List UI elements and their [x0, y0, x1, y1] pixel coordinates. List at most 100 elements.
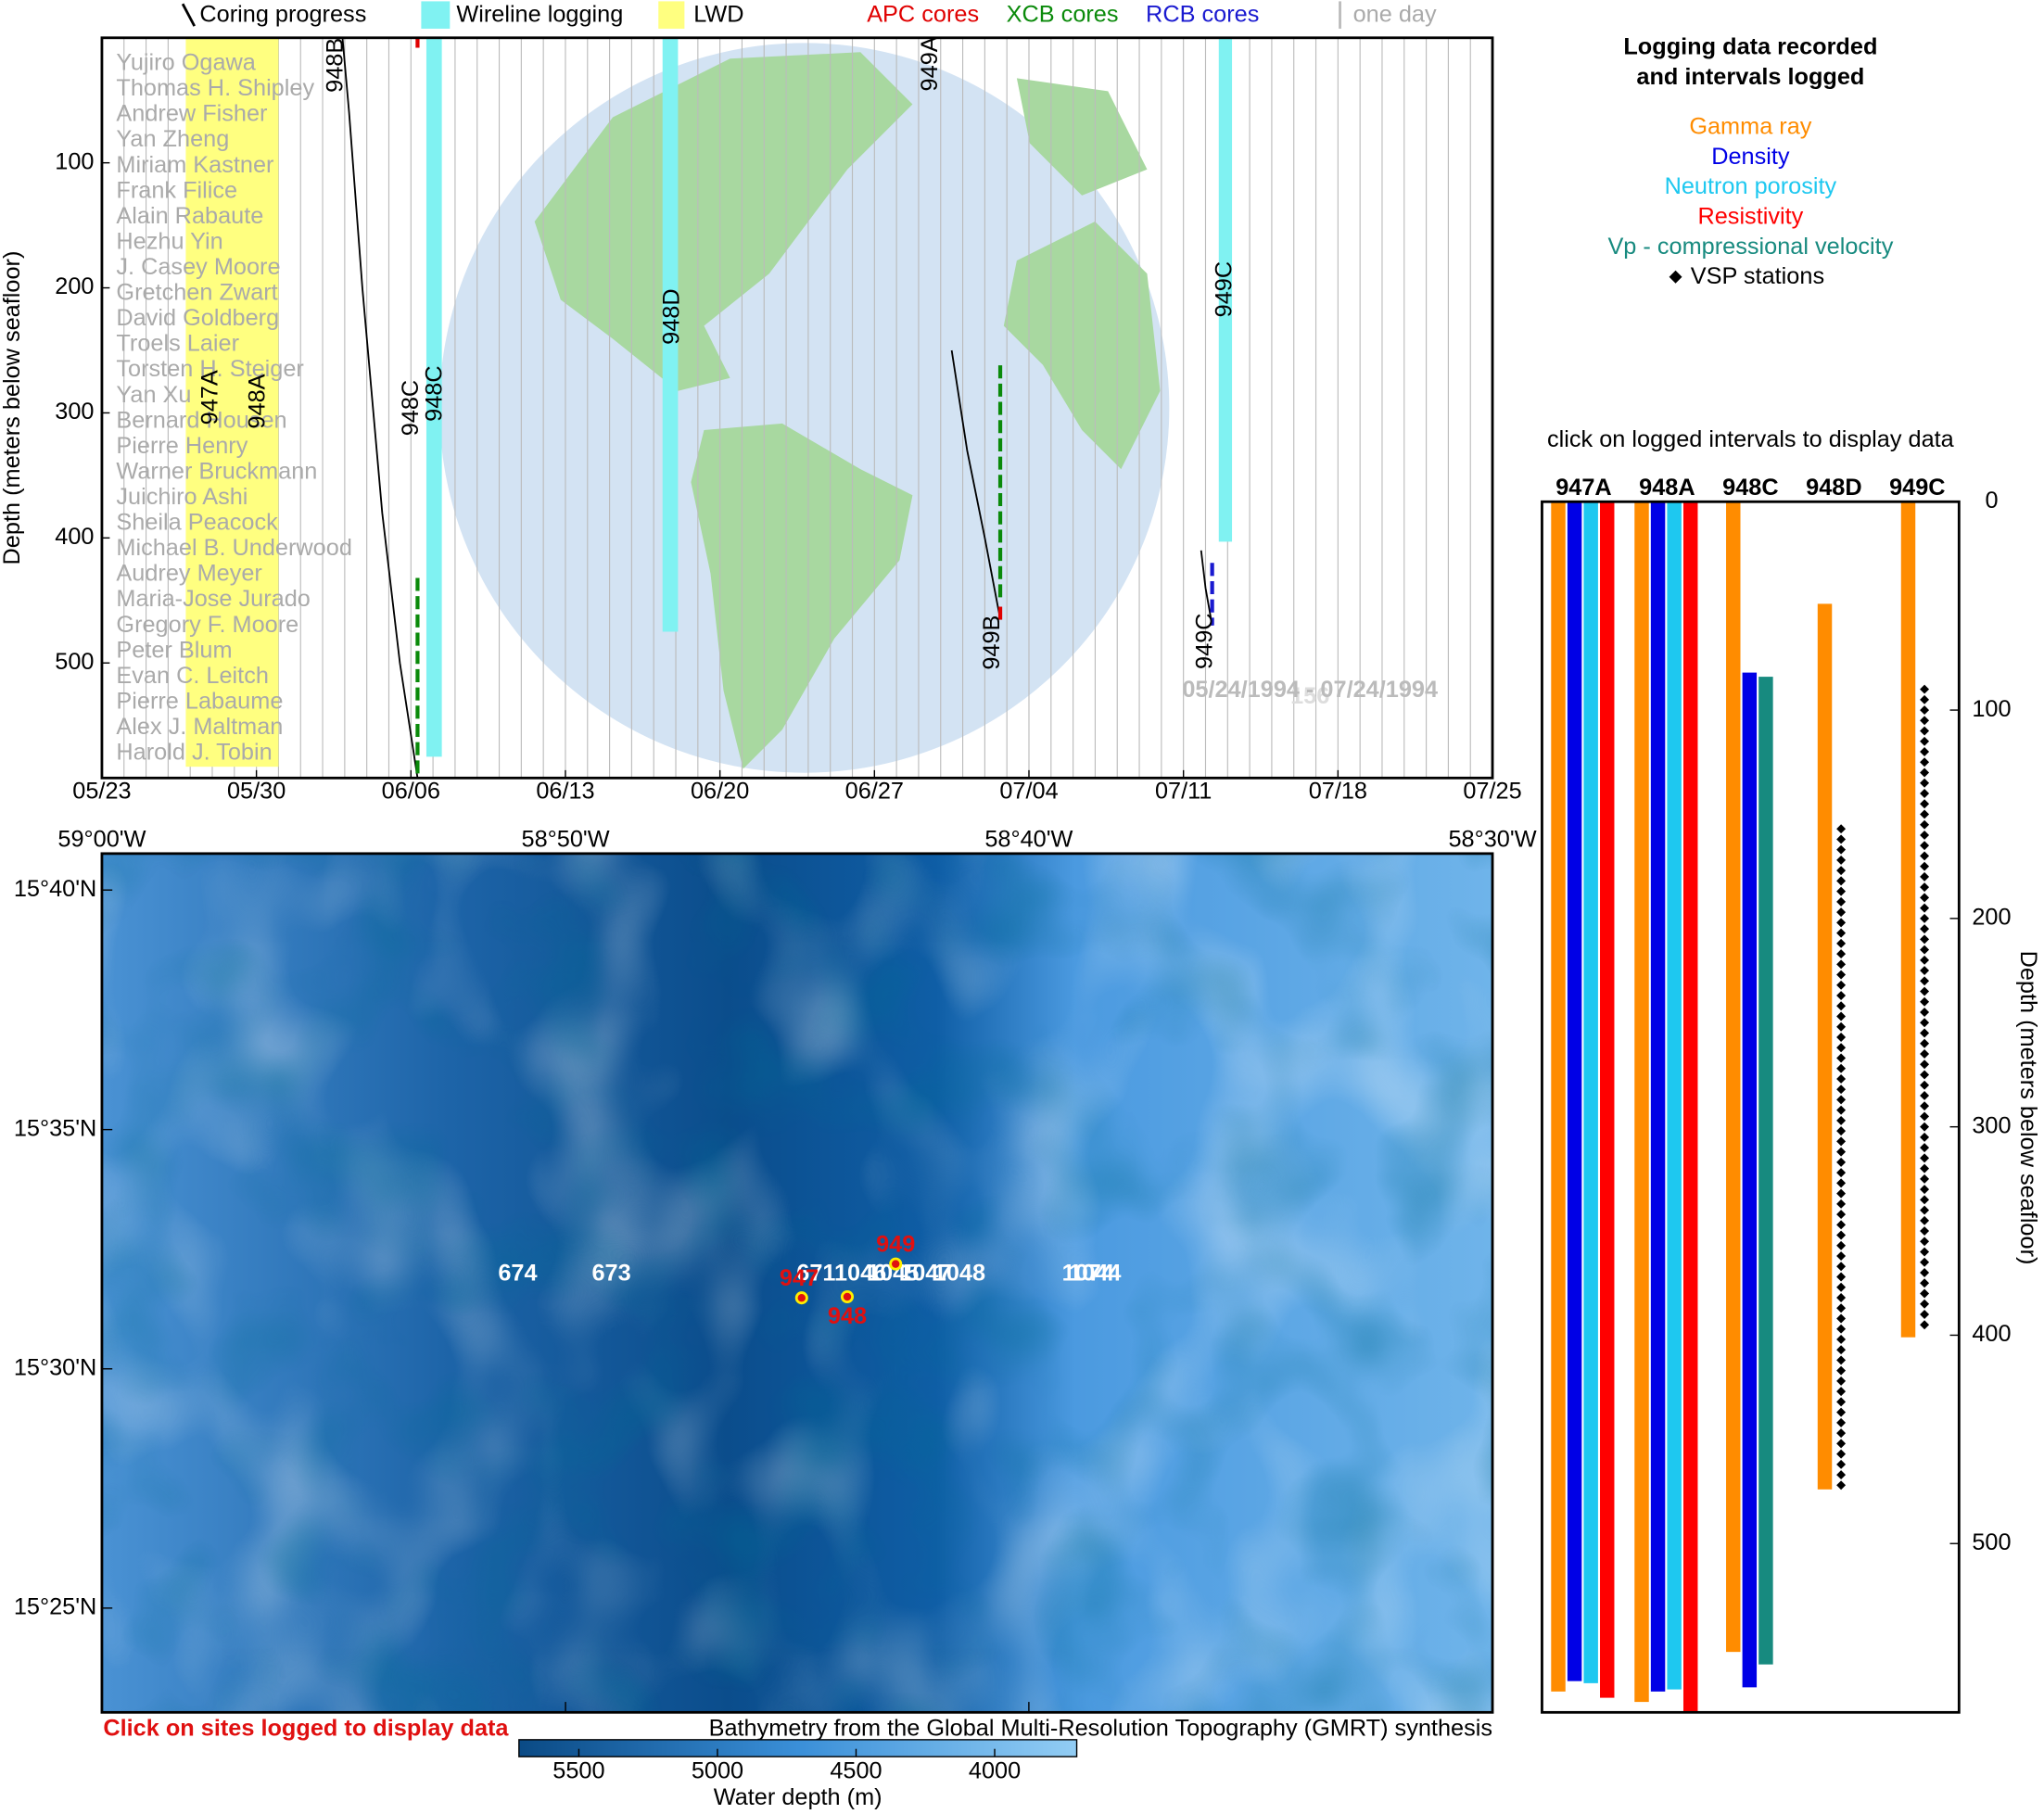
- scientist-name: Peter Blum: [116, 637, 232, 663]
- legend-label: Neutron porosity: [1665, 173, 1837, 199]
- hole-label: 949B: [979, 615, 1005, 670]
- vsp-station: [1920, 799, 1930, 809]
- vsp-station: [1836, 876, 1847, 886]
- vsp-station: [1836, 1293, 1847, 1302]
- legend-label: Resistivity: [1697, 203, 1803, 229]
- vsp-station: [1920, 684, 1930, 694]
- scientist-name: Audrey Meyer: [116, 561, 261, 587]
- vsp-station: [1920, 1237, 1930, 1247]
- scientist-name: Miriam Kastner: [116, 152, 273, 178]
- vsp-station: [1836, 959, 1847, 970]
- vsp-station: [1836, 1313, 1847, 1324]
- vsp-station: [1836, 866, 1847, 876]
- vsp-station: [1920, 882, 1930, 893]
- vsp-station: [1920, 1257, 1930, 1267]
- colorbar-tick-label: 4000: [969, 1758, 1021, 1784]
- log-interval[interactable]: [1650, 501, 1666, 1692]
- log-interval[interactable]: [1726, 501, 1741, 1653]
- scientist-name: Michael B. Underwood: [116, 535, 352, 561]
- log-interval[interactable]: [1742, 672, 1758, 1688]
- vsp-station: [1920, 851, 1930, 861]
- scientist-name: Bernard Housen: [116, 407, 286, 433]
- y-tick-label: 100: [55, 148, 94, 174]
- log-interval[interactable]: [1817, 603, 1833, 1490]
- vsp-station: [1836, 1459, 1847, 1469]
- scientist-name: Harold J. Tobin: [116, 740, 272, 766]
- vsp-station: [1920, 841, 1930, 851]
- scientist-name: Alain Rabaute: [116, 203, 263, 229]
- site-label: 673: [591, 1260, 630, 1286]
- y-tick-label: 500: [1972, 1529, 2011, 1555]
- vsp-station: [1836, 1365, 1847, 1376]
- log-interval[interactable]: [1551, 501, 1566, 1692]
- site-label[interactable]: 949: [876, 1232, 915, 1258]
- x-tick-label: 59°00'W: [57, 826, 146, 852]
- vsp-station: [1920, 1059, 1930, 1070]
- vsp-station: [1836, 1053, 1847, 1063]
- vsp-station: [1836, 824, 1847, 834]
- log-interval[interactable]: [1583, 501, 1598, 1683]
- x-tick-label: 07/11: [1155, 778, 1212, 804]
- log-interval[interactable]: [1900, 501, 1916, 1338]
- vsp-station: [1836, 1220, 1847, 1230]
- log-interval[interactable]: [1567, 501, 1582, 1681]
- log-interval[interactable]: [1682, 501, 1698, 1713]
- hole-label: 949C: [1191, 613, 1217, 668]
- vsp-station: [1920, 757, 1930, 767]
- wireline-interval: [425, 37, 442, 757]
- vsp-station: [1920, 1143, 1930, 1153]
- vsp-station: [1920, 705, 1930, 716]
- vsp-station: [1836, 1043, 1847, 1053]
- vsp-station: [1920, 736, 1930, 746]
- vsp-station: [1836, 1063, 1847, 1073]
- site-label: 674: [498, 1260, 537, 1286]
- hole-label: 948D: [658, 288, 684, 344]
- vsp-station: [1836, 970, 1847, 980]
- colorbar-tick-label: 4500: [830, 1758, 882, 1784]
- vsp-station: [1920, 1038, 1930, 1048]
- scientist-name: Andrew Fisher: [116, 101, 267, 127]
- vsp-station: [1920, 1185, 1930, 1195]
- legend-label: VSP stations: [1691, 263, 1824, 289]
- log-interval[interactable]: [1634, 501, 1649, 1703]
- vsp-station: [1836, 980, 1847, 990]
- colorbar: [518, 1739, 1078, 1757]
- vsp-station: [1920, 1122, 1930, 1132]
- y-tick-label: 500: [55, 649, 94, 675]
- map-source: Bathymetry from the Global Multi-Resolut…: [709, 1715, 1492, 1741]
- vsp-station: [1920, 986, 1930, 996]
- log-interval[interactable]: [1667, 501, 1682, 1690]
- log-interval[interactable]: [1758, 677, 1773, 1665]
- vsp-station: [1920, 1226, 1930, 1237]
- site-label[interactable]: 947: [780, 1265, 819, 1291]
- vsp-station: [1836, 1188, 1847, 1199]
- scientist-name: Sheila Peacock: [116, 510, 278, 536]
- vsp-station: [1920, 996, 1930, 1007]
- y-axis-label: Depth (meters below seafloor): [2015, 951, 2041, 1265]
- vsp-station: [1920, 830, 1930, 840]
- site-marker[interactable]: [840, 1289, 855, 1304]
- site-label[interactable]: 948: [828, 1303, 867, 1329]
- vsp-station: [1920, 966, 1930, 976]
- scientist-name: Yan Zheng: [116, 126, 229, 152]
- vsp-station: [1836, 1210, 1847, 1220]
- y-tick-label: 15°25'N: [14, 1594, 97, 1620]
- scientist-name: Hezhu Yin: [116, 228, 222, 254]
- y-tick-label: 200: [1972, 905, 2011, 931]
- log-interval[interactable]: [1600, 501, 1615, 1698]
- site-marker[interactable]: [794, 1291, 808, 1305]
- wireline-interval: [1218, 37, 1233, 542]
- vsp-station: [1920, 747, 1930, 756]
- y-tick-label: 400: [55, 524, 94, 550]
- vsp-station: [1920, 809, 1930, 819]
- vsp-station: [1836, 1324, 1847, 1334]
- vsp-station: [1836, 1417, 1847, 1427]
- legend-label: one day: [1353, 2, 1437, 28]
- hole-label: 948A: [244, 374, 270, 428]
- site-marker[interactable]: [889, 1257, 903, 1271]
- vsp-station: [1836, 1480, 1847, 1491]
- vsp-station: [1836, 1407, 1847, 1417]
- vsp-station: [1836, 1303, 1847, 1313]
